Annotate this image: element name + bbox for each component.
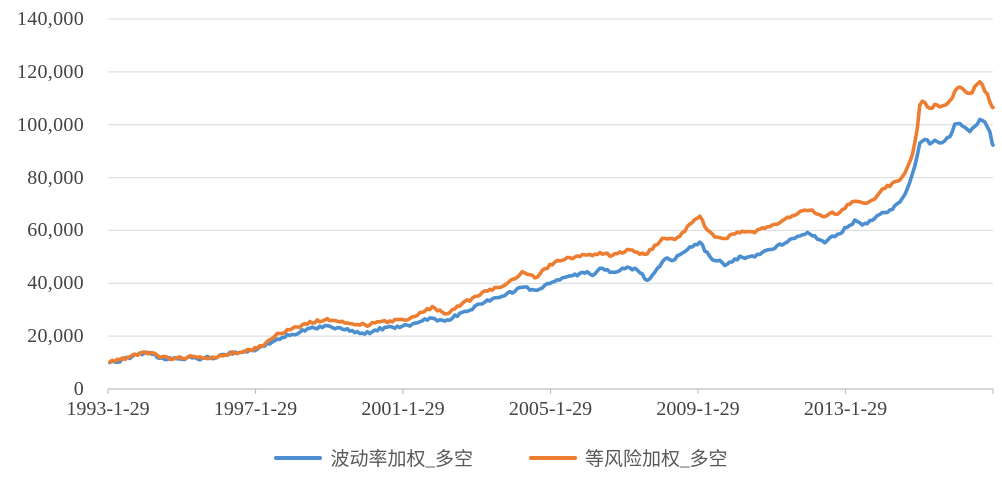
x-axis-label: 2013-1-29 — [803, 398, 888, 420]
x-axis-label: 1993-1-29 — [66, 398, 150, 420]
y-axis-label: 0 — [73, 378, 84, 400]
legend-item-equal-risk-weighted[interactable]: 等风险加权_多空 — [529, 444, 728, 471]
y-axis-label: 20,000 — [27, 325, 84, 348]
y-axis-label: 120,000 — [16, 60, 84, 83]
legend: 波动率加权_多空 等风险加权_多空 — [0, 444, 1002, 471]
y-axis-label: 60,000 — [27, 219, 84, 242]
legend-item-volatility-weighted[interactable]: 波动率加权_多空 — [274, 444, 473, 471]
x-axis-label: 2009-1-29 — [656, 398, 740, 420]
series-line-equal-risk-weighted — [108, 80, 995, 364]
y-axis-label: 140,000 — [16, 8, 84, 30]
x-axis-label: 2005-1-29 — [508, 398, 593, 420]
y-axis-label: 100,000 — [16, 113, 84, 136]
y-axis-label: 80,000 — [27, 166, 84, 189]
legend-line-swatch-orange — [529, 455, 577, 460]
y-axis-label: 40,000 — [27, 272, 84, 295]
legend-line-swatch-blue — [274, 455, 323, 460]
x-axis-label: 1997-1-29 — [213, 398, 298, 420]
x-axis-label: 2001-1-29 — [361, 398, 445, 420]
legend-label: 波动率加权_多空 — [330, 449, 473, 470]
series-line-volatility-weighted — [108, 117, 995, 365]
legend-label: 等风险加权_多空 — [585, 449, 728, 470]
